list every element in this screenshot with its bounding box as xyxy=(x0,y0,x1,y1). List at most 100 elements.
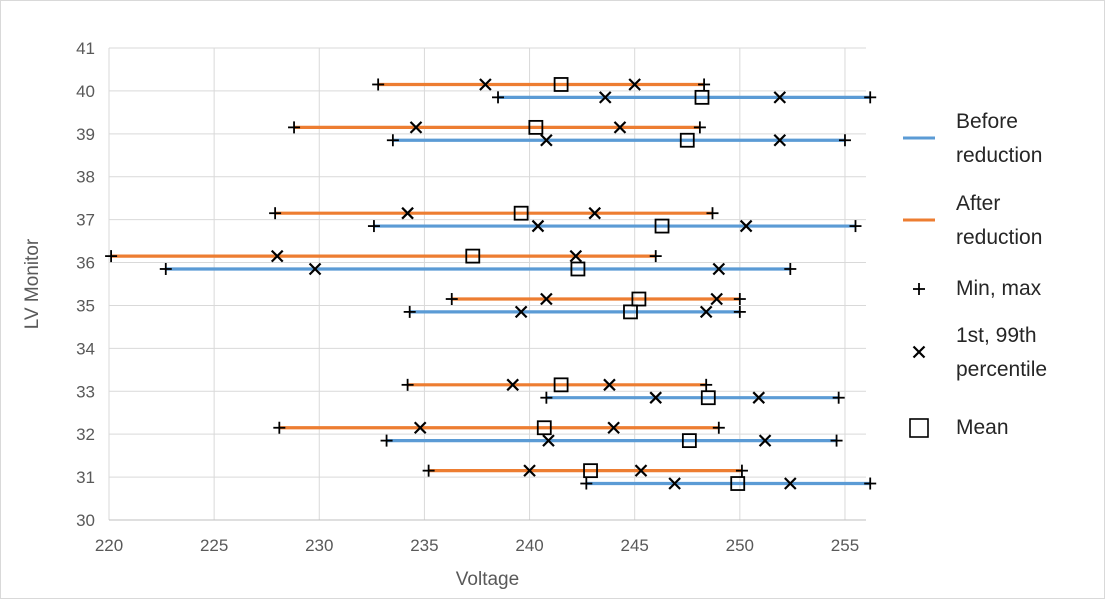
legend: Before reduction After reduction Min, max 1st… xyxy=(903,110,1047,439)
p99-marker xyxy=(607,421,620,435)
range-row xyxy=(445,291,746,307)
max-marker xyxy=(649,250,662,263)
max-marker xyxy=(864,91,877,104)
max-marker xyxy=(864,477,877,490)
p99-marker xyxy=(603,378,616,392)
min-marker xyxy=(288,121,301,134)
min-marker xyxy=(159,262,172,275)
legend-label: reduction xyxy=(956,226,1042,249)
min-marker xyxy=(580,477,593,490)
min-marker xyxy=(269,207,282,220)
max-marker xyxy=(832,391,845,404)
p99-marker xyxy=(773,133,787,147)
range-row xyxy=(105,248,662,264)
p99-marker xyxy=(634,464,648,477)
mean-marker xyxy=(465,248,481,264)
p1-marker-b xyxy=(531,219,545,233)
p1-marker-b xyxy=(401,206,414,220)
p1-marker xyxy=(479,78,492,91)
p99-marker xyxy=(613,121,627,134)
x-axis-title: Voltage xyxy=(456,569,519,590)
p1-marker xyxy=(401,206,414,220)
p99-marker-b xyxy=(634,464,648,477)
p99-marker xyxy=(784,477,797,490)
legend-label: After xyxy=(956,192,1000,215)
x-tick-label: 255 xyxy=(831,536,859,555)
gridlines xyxy=(108,47,866,521)
min-marker xyxy=(372,78,385,91)
mean-marker xyxy=(694,89,710,105)
p99-marker-b xyxy=(710,292,723,306)
range-row xyxy=(380,433,843,449)
y-tick-label: 41 xyxy=(76,39,95,58)
p1-marker xyxy=(649,391,663,404)
p1-marker-b xyxy=(542,434,555,447)
p99-marker xyxy=(710,292,723,306)
mean-marker xyxy=(681,433,697,449)
max-marker xyxy=(693,121,706,134)
p99-marker-b xyxy=(712,262,726,276)
legend-item-2: Min, max xyxy=(913,277,1042,300)
mean-marker xyxy=(730,476,746,491)
p99-marker xyxy=(628,78,641,91)
p1-marker-b xyxy=(506,378,520,392)
p99-marker-b xyxy=(773,91,787,104)
p99-marker-b xyxy=(773,133,787,147)
max-marker xyxy=(698,78,711,91)
p1-marker-b xyxy=(598,91,612,104)
y-tick-label: 30 xyxy=(76,511,95,530)
min-marker xyxy=(367,220,380,233)
p1-marker-b xyxy=(514,305,528,319)
min-marker xyxy=(105,250,118,263)
range-row xyxy=(367,218,862,234)
min-marker xyxy=(445,293,458,306)
p1-marker-b xyxy=(270,249,284,263)
p99-marker-b xyxy=(628,78,641,91)
max-marker xyxy=(700,378,713,391)
p99-marker xyxy=(758,434,772,447)
y-tick-label: 40 xyxy=(76,82,95,101)
p1-marker xyxy=(598,91,612,104)
p1-marker xyxy=(514,305,528,319)
x-tick-label: 250 xyxy=(726,536,754,555)
p99-marker-b xyxy=(784,477,797,490)
legend-square-marker xyxy=(909,418,929,438)
min-marker xyxy=(422,464,435,477)
p99-marker-b xyxy=(758,434,772,447)
range-row xyxy=(422,463,748,479)
p1-marker xyxy=(270,249,284,263)
legend-item-4: Mean xyxy=(909,416,1009,439)
y-tick-label: 34 xyxy=(76,339,95,358)
mean-marker xyxy=(583,463,598,479)
p1-marker xyxy=(540,292,553,306)
p1-marker-b xyxy=(540,133,553,147)
min-marker xyxy=(273,421,286,434)
x-tick-label: 230 xyxy=(305,536,333,555)
range-row xyxy=(401,377,713,393)
range-row xyxy=(403,304,746,320)
range-row xyxy=(492,89,877,105)
x-tick-label: 235 xyxy=(410,536,438,555)
p99-marker-b xyxy=(699,305,713,319)
y-tick-label: 32 xyxy=(76,425,95,444)
y-tick-label: 33 xyxy=(76,382,95,401)
max-marker xyxy=(735,464,748,477)
y-axis-title: LV Monitor xyxy=(22,238,43,329)
max-marker xyxy=(733,293,746,306)
mean-marker xyxy=(679,132,695,148)
mean-marker xyxy=(513,205,529,221)
series-after xyxy=(105,77,748,479)
legend-label: Before xyxy=(956,110,1018,133)
x-tick-label: 240 xyxy=(515,536,543,555)
range-row xyxy=(540,390,845,406)
p99-marker xyxy=(569,249,583,263)
min-marker xyxy=(380,434,393,447)
p99-marker xyxy=(773,91,787,104)
p1-marker xyxy=(413,421,427,435)
min-marker xyxy=(492,91,505,104)
legend-label: reduction xyxy=(956,144,1042,167)
range-row xyxy=(159,261,797,277)
p1-marker xyxy=(308,262,322,276)
p1-marker xyxy=(506,378,520,392)
legend-cross-marker-b xyxy=(912,345,926,359)
